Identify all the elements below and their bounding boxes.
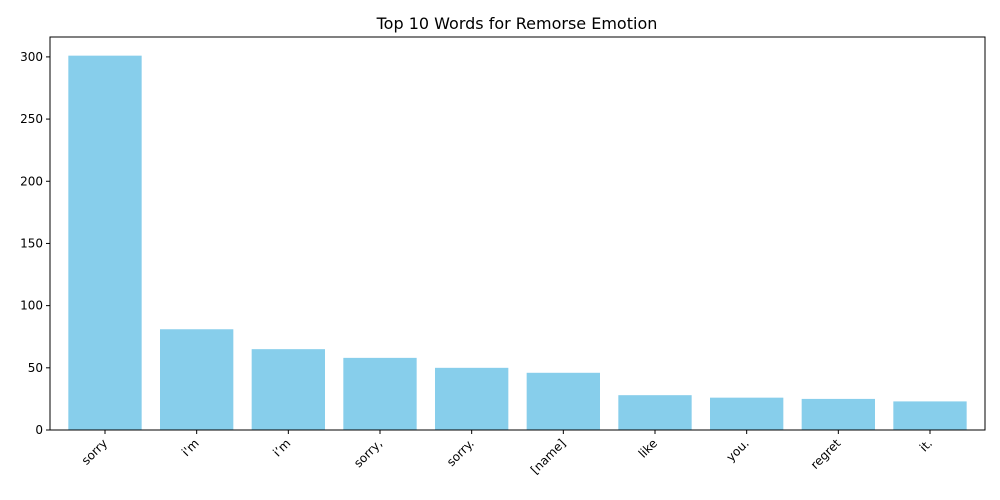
y-tick-label-5: 250 bbox=[20, 112, 43, 126]
bar-6 bbox=[618, 395, 692, 430]
x-tick-label-0: sorry bbox=[79, 436, 110, 467]
y-tick-label-3: 150 bbox=[20, 236, 43, 250]
x-tick-label-5: [name] bbox=[528, 436, 569, 477]
bar-4 bbox=[435, 367, 509, 430]
y-axis: 0 50 100 150 200 250 300 bbox=[20, 50, 50, 437]
bar-3 bbox=[343, 357, 417, 430]
x-tick-label-4: sorry. bbox=[444, 436, 477, 469]
x-tick-label-1: i'm bbox=[179, 436, 202, 459]
x-tick-label-9: it. bbox=[917, 436, 935, 454]
x-tick-label-7: you. bbox=[724, 436, 752, 464]
y-tick-label-6: 300 bbox=[20, 50, 43, 64]
bars-group bbox=[68, 55, 967, 430]
bar-5 bbox=[526, 372, 600, 430]
bar-8 bbox=[801, 398, 875, 430]
x-tick-label-2: i’m bbox=[270, 436, 293, 459]
y-tick-label-1: 50 bbox=[28, 361, 43, 375]
x-tick-label-8: regret bbox=[808, 436, 844, 472]
y-tick-label-0: 0 bbox=[35, 423, 43, 437]
bar-0 bbox=[68, 55, 142, 430]
x-tick-label-3: sorry, bbox=[351, 436, 385, 470]
x-tick-label-6: like bbox=[636, 436, 660, 460]
bar-2 bbox=[251, 349, 325, 430]
chart-title: Top 10 Words for Remorse Emotion bbox=[376, 14, 658, 33]
bar-9 bbox=[893, 401, 967, 430]
y-tick-label-4: 200 bbox=[20, 174, 43, 188]
bar-7 bbox=[710, 397, 784, 430]
y-tick-label-2: 100 bbox=[20, 299, 43, 313]
plot-frame bbox=[49, 36, 986, 431]
bar-1 bbox=[160, 329, 234, 430]
x-axis: sorry i'm i’m sorry, sorry. [name] like you. reg… bbox=[79, 430, 935, 477]
